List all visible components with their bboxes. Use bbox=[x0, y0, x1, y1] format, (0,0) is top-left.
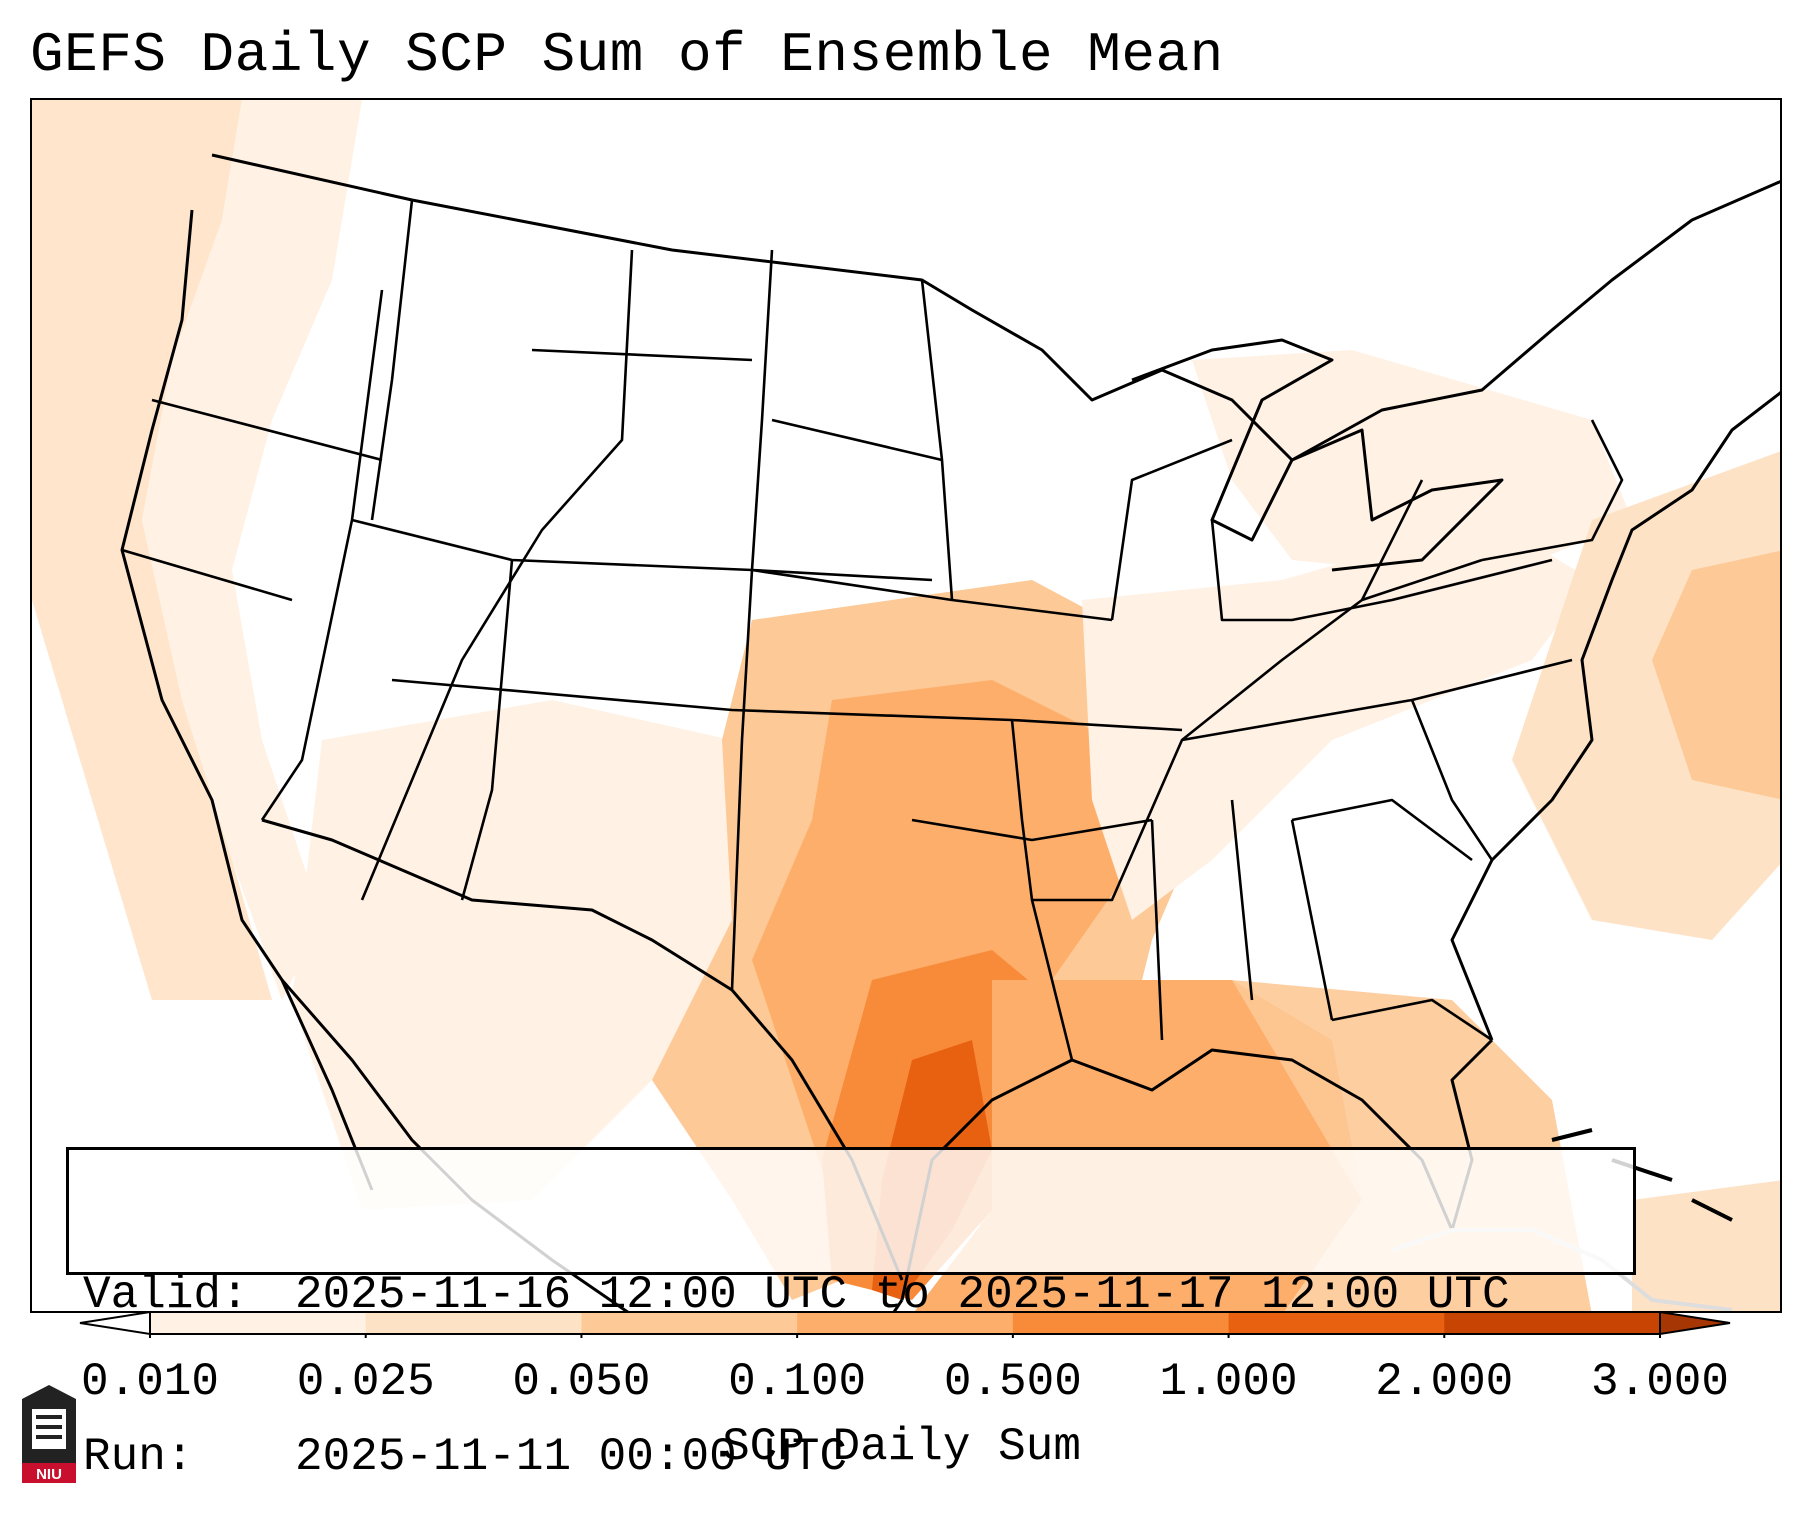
scp-field-pacific-light bbox=[142, 100, 362, 1000]
colorbar-tick-label: 3.000 bbox=[1590, 1356, 1730, 1408]
map-title: GEFS Daily SCP Sum of Ensemble Mean bbox=[30, 23, 1224, 87]
logo-window-bar bbox=[36, 1425, 62, 1429]
scp-field-atlantic-core bbox=[1652, 550, 1780, 800]
colorbar-segment bbox=[150, 1312, 367, 1334]
state-border bbox=[121, 289, 384, 821]
colorbar-segment bbox=[1228, 1312, 1445, 1334]
state-borders bbox=[121, 199, 1624, 1061]
logo-window-bar bbox=[36, 1435, 62, 1439]
validity-info-box: Valid: 2025-11-16 12:00 UTC to 2025-11-17… bbox=[66, 1147, 1636, 1483]
scp-field-northeast bbox=[1192, 350, 1632, 580]
colorbar-outline bbox=[149, 1311, 1661, 1335]
great-lakes bbox=[1131, 338, 1504, 572]
map-outlines bbox=[120, 153, 1780, 1311]
map-frame bbox=[30, 98, 1782, 1313]
scp-field-pacific bbox=[32, 100, 272, 1000]
map-canvas bbox=[32, 100, 1780, 1311]
state-border bbox=[391, 348, 1183, 901]
colorbar-segment bbox=[581, 1312, 798, 1334]
colorbar-tick-label: 2.000 bbox=[1375, 1356, 1514, 1408]
colorbar-label: SCP Daily Sum bbox=[722, 1421, 1081, 1473]
state-border bbox=[1150, 658, 1573, 1041]
logo-window-bar bbox=[36, 1415, 62, 1419]
state-border bbox=[1360, 419, 1624, 601]
colorbar-tick-label: 0.025 bbox=[296, 1356, 435, 1408]
colorbar-under-arrow bbox=[79, 1310, 151, 1336]
scp-field-plains-core bbox=[752, 680, 1122, 1200]
colorbar-tick-label: 0.050 bbox=[512, 1356, 651, 1408]
state-border bbox=[360, 249, 634, 901]
state-border bbox=[1291, 699, 1494, 1042]
state-border bbox=[751, 418, 1074, 1061]
logo-red-band bbox=[22, 1463, 76, 1483]
run-label: Run: bbox=[83, 1431, 194, 1483]
run-value: 2025-11-11 00:00 UTC bbox=[295, 1431, 848, 1483]
colorbar-segment bbox=[1012, 1312, 1230, 1334]
colorbar-segment bbox=[1444, 1312, 1661, 1334]
colorbar-over-arrow bbox=[1659, 1310, 1731, 1336]
niu-logo: NIU bbox=[22, 1385, 76, 1483]
state-border bbox=[351, 199, 1113, 622]
west-coastline bbox=[120, 209, 374, 1191]
scp-shading bbox=[32, 100, 1780, 1311]
scp-field-southwest bbox=[292, 700, 752, 1210]
us-canada-border bbox=[211, 153, 1780, 462]
scp-field-southeast bbox=[1082, 520, 1592, 920]
colorbar-segment bbox=[365, 1312, 582, 1334]
logo-text: NIU bbox=[36, 1466, 62, 1483]
colorbar-segment bbox=[797, 1312, 1014, 1334]
scp-field-caribbean bbox=[1632, 1180, 1780, 1311]
run-row: Run: 2025-11-11 00:00 UTC bbox=[83, 1430, 1633, 1484]
colorbar-tick-label: 0.010 bbox=[80, 1356, 220, 1408]
colorbar-tick-label: 0.100 bbox=[728, 1356, 867, 1408]
state-border bbox=[911, 558, 1483, 902]
colorbar-tick-label: 1.000 bbox=[1159, 1356, 1298, 1408]
colorbar-tick-label: 0.500 bbox=[943, 1356, 1082, 1408]
state-border bbox=[1110, 438, 1553, 622]
colorbar bbox=[79, 1310, 1731, 1338]
east-coastline bbox=[1450, 391, 1780, 1041]
